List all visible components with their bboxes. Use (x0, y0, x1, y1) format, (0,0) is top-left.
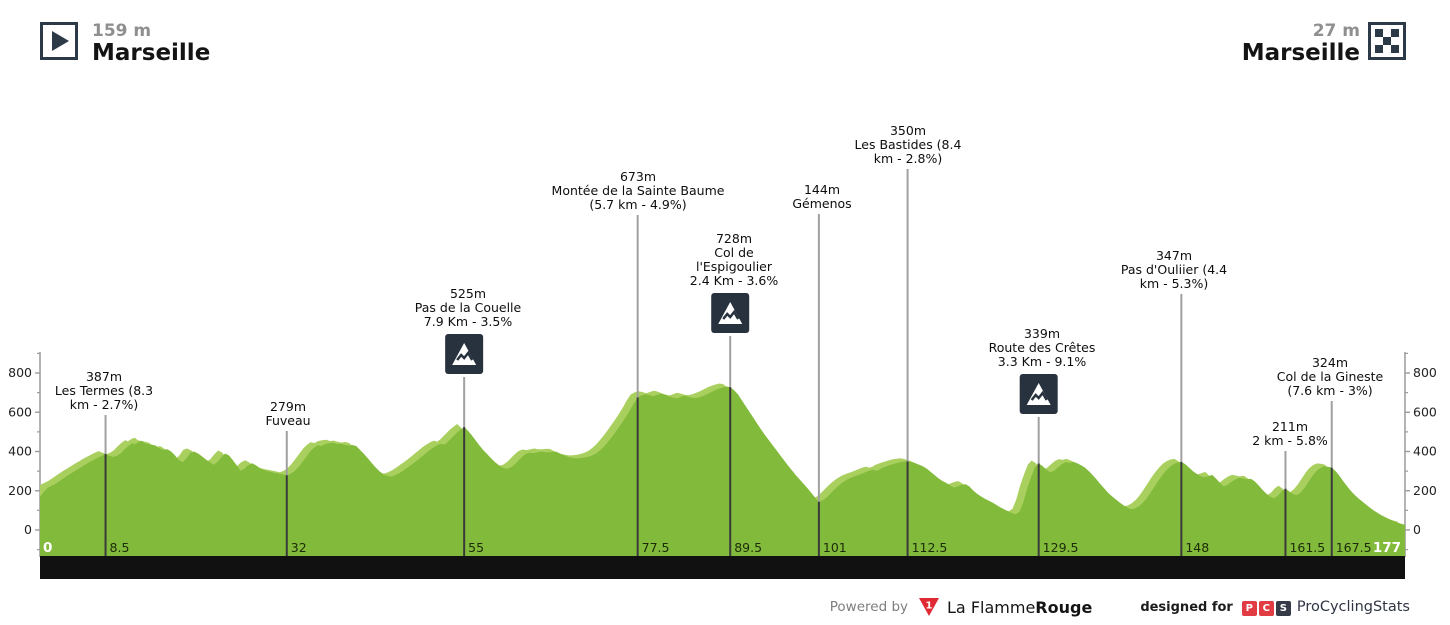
x-tick-label: 167.5 (1336, 540, 1372, 555)
climb-label: 387m Les Termes (8.3 km - 2.7%) (0, 370, 219, 412)
climb-label-line: Les Termes (8.3 (54, 383, 154, 398)
flamme-rouge-triangle-icon[interactable]: 1 (918, 597, 940, 617)
climb-label-line: Col de la Gineste (1276, 369, 1384, 384)
climb-label: 279m Fuveau (173, 400, 403, 428)
climb-label-line: 350m (889, 123, 927, 138)
climb-label: 211m 2 km - 5.8% (1175, 420, 1405, 448)
checkered-flag-icon (1368, 22, 1406, 60)
designed-for-label: designed for (1140, 599, 1233, 615)
pcs-letter-p: P (1241, 600, 1257, 616)
y-tick-label-right: 600 (1413, 404, 1437, 419)
powered-by-label: Powered by (829, 599, 909, 615)
footer: Powered by 1 La FlammeRouge designed for… (830, 593, 1410, 621)
flamme-rouge-wordmark[interactable]: La FlammeRouge (947, 598, 1092, 617)
climb-label-line: Les Bastides (8.4 (854, 137, 962, 152)
climb-label-line: 728m (715, 231, 753, 246)
x-tick-label: 161.5 (1289, 540, 1325, 555)
climb-label-line: Gémenos (792, 196, 852, 211)
climb-label-line: 2 km - 5.8% (1252, 433, 1328, 448)
finish-elevation: 27 m (1312, 21, 1360, 41)
pcs-letter-s: S (1275, 600, 1291, 616)
climb-label-line: 324m (1311, 355, 1349, 370)
x-tick-label: 129.5 (1043, 540, 1079, 555)
climb-label: 525m Pas de la Couelle 7.9 Km - 3.5% (353, 287, 583, 329)
climb-label-line: 339m (1023, 326, 1061, 341)
y-tick-label-left: 800 (8, 365, 32, 380)
climb-label-line: 211m (1271, 419, 1309, 434)
y-tick-label-left: 400 (8, 444, 32, 459)
climb-label-line: 3.3 Km - 9.1% (997, 354, 1087, 369)
climb-label-line: 7.9 Km - 3.5% (423, 314, 513, 329)
start-header: 159 m Marseille (92, 21, 211, 66)
y-tick-label-right: 800 (1413, 365, 1437, 380)
flamme-rouge-regular: La Flamme (947, 597, 1036, 617)
climb-label-line: 387m (85, 369, 123, 384)
mountain-icon-ridge (1030, 390, 1048, 401)
climb-label-line: Montée de la Sainte Baume (551, 183, 725, 198)
climb-label-line: Fuveau (265, 413, 311, 428)
flamme-rouge-bold: Rouge (1035, 597, 1093, 617)
pcs-letter-c: C (1258, 600, 1274, 616)
climb-label-line: 525m (449, 286, 487, 301)
climb-label-line: l'Espigoulier (695, 259, 772, 274)
x-tick-label-finish: 177 (1373, 540, 1401, 556)
climb-label-line: (7.6 km - 3%) (1287, 383, 1373, 398)
y-tick-label-left: 600 (8, 404, 32, 419)
mountain-icon-ridge (456, 350, 474, 361)
y-tick-label-left: 200 (8, 483, 32, 498)
climb-label-line: km - 5.3%) (1139, 276, 1209, 291)
x-tick-label: 148 (1185, 540, 1209, 555)
climb-label-line: (5.7 km - 4.9%) (589, 197, 687, 212)
start-elevation: 159 m (92, 21, 152, 41)
climb-label-line: 144m (803, 182, 841, 197)
climb-label: 339m Route des Crêtes 3.3 Km - 9.1% (927, 327, 1157, 369)
climb-label: 324m Col de la Gineste (7.6 km - 3%) (1215, 356, 1445, 398)
pcs-wordmark[interactable]: ProCyclingStats (1296, 599, 1410, 615)
finish-city: Marseille (1241, 40, 1360, 66)
climb-label: 673m Montée de la Sainte Baume (5.7 km - 4… (523, 170, 753, 212)
x-tick-label: 101 (823, 540, 847, 555)
climb-label-line: 673m (619, 169, 657, 184)
climb-label-line: 279m (269, 399, 307, 414)
start-city: Marseille (92, 40, 211, 66)
y-tick-label-right: 0 (1413, 522, 1421, 537)
x-tick-label-start: 0 (43, 540, 52, 556)
flamme-rouge-number: 1 (926, 601, 933, 612)
x-tick-label: 112.5 (912, 540, 948, 555)
y-tick-label-left: 0 (24, 522, 32, 537)
x-tick-label: 55 (468, 540, 484, 555)
climb-label-line: Pas de la Couelle (414, 300, 522, 315)
climb-label: 144m Gémenos (707, 183, 937, 211)
climb-label-line: Col de (714, 245, 754, 260)
x-tick-label: 77.5 (642, 540, 670, 555)
y-tick-label-right: 200 (1413, 483, 1437, 498)
climb-label: 728m Col de l'Espigoulier 2.4 Km - 3.6% (619, 232, 849, 288)
x-tick-label: 32 (291, 540, 307, 555)
climb-label-line: 347m (1155, 248, 1193, 263)
climb-label: 347m Pas d'Ouliier (4.4 km - 5.3%) (1059, 249, 1289, 291)
mountain-icon-ridge (722, 309, 740, 320)
climb-label: 350m Les Bastides (8.4 km - 2.8%) (793, 124, 1023, 166)
play-icon (40, 22, 78, 60)
x-tick-label: 8.5 (110, 540, 130, 555)
climb-label-line: Pas d'Ouliier (4.4 (1120, 262, 1228, 277)
y-tick-label-right: 400 (1413, 444, 1437, 459)
profile-area (40, 386, 1405, 556)
climb-label-line: km - 2.7%) (69, 397, 139, 412)
bottom-bar (40, 556, 1405, 579)
finish-header: 27 m Marseille (1241, 21, 1360, 66)
climb-label-line: Route des Crêtes (988, 340, 1096, 355)
x-tick-label: 89.5 (734, 540, 762, 555)
climb-label-line: 2.4 Km - 3.6% (689, 273, 779, 288)
climb-label-line: km - 2.8%) (873, 151, 943, 166)
